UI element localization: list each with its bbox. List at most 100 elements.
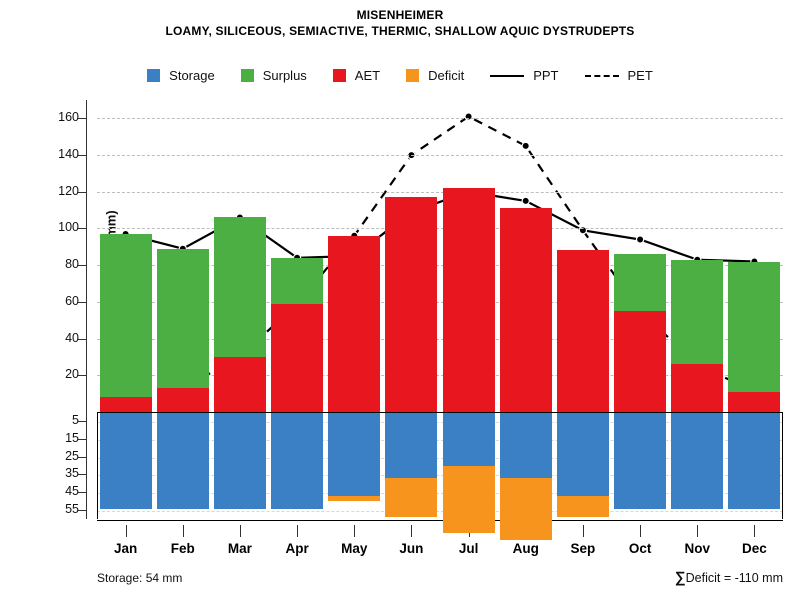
legend-item-surplus[interactable]: Surplus	[240, 68, 307, 83]
gridline	[97, 375, 783, 377]
plot-area	[97, 100, 783, 541]
y-tick-label-160: 160	[58, 110, 79, 125]
x-tick	[754, 525, 756, 537]
gridline	[97, 118, 783, 120]
legend-swatch-icon	[406, 69, 420, 82]
bar-deficit	[556, 495, 609, 518]
bar-aet	[671, 364, 724, 412]
legend-item-storage[interactable]: Storage	[147, 68, 215, 83]
bar-storage	[99, 413, 152, 510]
y-tick-label-s55: 55	[65, 502, 79, 517]
bar-storage	[385, 413, 438, 479]
bar-aet	[271, 303, 324, 412]
y-axis: Inputs | Outputs | Storage (mm) 20406080…	[58, 100, 119, 519]
bar-storage	[442, 413, 495, 467]
legend-label: PET	[627, 68, 653, 83]
lower-panel-storage	[97, 412, 783, 521]
chart-title-block: MISENHEIMER LOAMY, SILICEOUS, SEMIACTIVE…	[0, 8, 800, 39]
legend-label: AET	[354, 68, 381, 83]
sigma-icon: ∑	[674, 569, 686, 586]
data-point-ppt	[635, 235, 645, 244]
gridline	[97, 511, 783, 513]
bar-surplus	[156, 248, 209, 389]
bar-aet	[499, 208, 552, 412]
legend-item-ppt[interactable]: PPT	[490, 68, 559, 83]
x-tick-label-feb: Feb	[170, 541, 195, 556]
gridline	[97, 265, 783, 267]
gridline	[97, 421, 783, 423]
bar-surplus	[671, 259, 724, 365]
legend-swatch-icon	[332, 69, 346, 82]
deficit-sum-note: ∑Deficit = -110 mm	[675, 569, 783, 586]
legend-swatch-icon	[147, 69, 161, 82]
x-tick	[239, 525, 241, 537]
bar-aet	[99, 397, 152, 412]
legend-label: Storage	[169, 68, 215, 83]
bar-surplus	[213, 217, 266, 357]
y-tick-label-80: 80	[65, 257, 79, 272]
legend-item-pet[interactable]: PET	[584, 68, 653, 83]
x-tick-label-jan: Jan	[113, 541, 138, 556]
gridline	[97, 301, 783, 303]
bar-surplus	[99, 233, 152, 398]
gridline	[97, 439, 783, 441]
bar-storage	[328, 413, 381, 497]
bar-aet	[156, 388, 209, 412]
bar-surplus	[271, 257, 324, 304]
legend-item-deficit[interactable]: Deficit	[406, 68, 464, 83]
y-tick-label-100: 100	[58, 220, 79, 235]
y-tick-label-60: 60	[65, 293, 79, 308]
gridline	[97, 155, 783, 157]
legend-line-icon	[490, 74, 525, 77]
storage-note: Storage: 54 mm	[97, 571, 183, 585]
y-tick-label-s45: 45	[65, 484, 79, 499]
bar-storage	[156, 413, 209, 510]
chart-legend: Storage Surplus AET Deficit PPT PET	[0, 68, 800, 83]
y-tick-label-40: 40	[65, 330, 79, 345]
bar-aet	[328, 235, 381, 412]
gridline	[97, 493, 783, 495]
bar-deficit	[499, 477, 552, 541]
y-tick	[78, 375, 87, 377]
bar-storage	[614, 413, 667, 510]
x-tick	[640, 525, 642, 537]
gridline	[97, 457, 783, 459]
x-tick	[411, 525, 413, 537]
x-tick-label-jun: Jun	[399, 541, 424, 556]
y-tick-label-s15: 15	[65, 430, 79, 445]
x-tick-label-aug: Aug	[512, 541, 539, 556]
bar-storage	[499, 413, 552, 479]
x-tick-label-dec: Dec	[742, 541, 767, 556]
y-tick-label-120: 120	[58, 183, 79, 198]
legend-label: Deficit	[428, 68, 465, 83]
page-subtitle: LOAMY, SILICEOUS, SEMIACTIVE, THERMIC, S…	[165, 24, 635, 38]
y-tick-label-140: 140	[58, 147, 79, 162]
y-tick	[78, 510, 87, 512]
bar-surplus	[614, 254, 667, 312]
y-tick	[78, 338, 87, 340]
bar-storage	[271, 413, 324, 510]
legend-item-aet[interactable]: AET	[332, 68, 381, 83]
bar-aet	[614, 311, 667, 412]
bar-aet	[385, 197, 438, 412]
x-tick	[297, 525, 299, 537]
upper-panel	[97, 100, 783, 412]
legend-label: Surplus	[262, 68, 307, 83]
x-tick-label-apr: Apr	[285, 541, 309, 556]
bar-storage	[213, 413, 266, 510]
x-tick	[125, 525, 127, 537]
bar-storage	[728, 413, 781, 510]
gridline	[97, 475, 783, 477]
legend-label: PPT	[533, 68, 559, 83]
gridline	[97, 338, 783, 340]
y-tick	[78, 492, 87, 494]
x-tick	[582, 525, 584, 537]
bar-aet	[442, 188, 495, 412]
bar-surplus	[728, 261, 781, 392]
gridline	[97, 228, 783, 230]
y-tick-label-s25: 25	[65, 448, 79, 463]
x-tick-label-may: May	[341, 541, 368, 556]
bar-storage	[671, 413, 724, 510]
y-tick	[78, 265, 87, 267]
bar-aet	[728, 391, 781, 412]
